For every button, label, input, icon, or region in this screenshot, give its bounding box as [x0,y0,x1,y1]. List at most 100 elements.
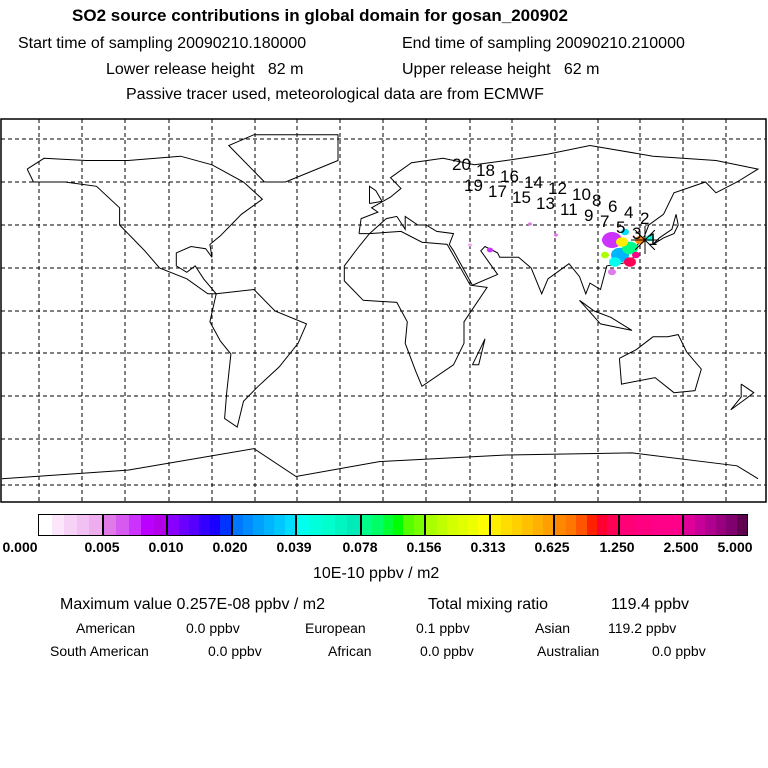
colorbar-segment [490,515,556,535]
colorbar-color-step [555,515,566,535]
colorbar-color-step [128,515,142,535]
concentration-plume [468,222,654,276]
colorbar-color-step [403,515,414,535]
colorbar [38,514,748,536]
plume-cell [487,247,493,253]
plume-cell [621,228,629,236]
colorbar-segment [39,515,104,535]
colorbar-color-step [116,515,129,535]
map-frame [0,118,767,503]
coastline-africa [343,230,488,388]
colorbar-tick-label: 0.625 [534,539,570,555]
plume-cell [616,237,628,247]
colorbar-color-step [232,515,244,535]
trajectory-label: 16 [500,167,519,186]
colorbar-color-step [715,515,727,535]
trajectory-label: 8 [592,191,601,210]
region-name: Asian [535,620,571,636]
colorbar-color-step [361,515,373,535]
plume-cell [601,251,609,259]
colorbar-color-step [309,515,323,535]
colorbar-color-step [153,515,167,535]
star-ray [634,229,646,241]
colorbar-color-step [274,515,285,535]
colorbar-color-step [447,515,458,535]
colorbar-color-step [576,515,587,535]
colorbar-color-step [694,515,706,535]
region-value: 0.0 ppbv [186,620,240,636]
colorbar-color-step [253,515,264,535]
start-time: Start time of sampling 20090210.180000 [18,35,307,52]
trajectory-label: 10 [572,185,591,204]
region-name: European [305,620,366,636]
colorbar-color-step [64,515,77,535]
colorbar-segment [297,515,362,535]
colorbar-tick-label: 0.078 [342,539,378,555]
colorbar-color-step [334,515,348,535]
trajectory-label: 11 [560,200,578,219]
coastline-indonesia [579,299,633,331]
colorbar-color-step [413,515,425,535]
colorbar-color-step [89,515,102,535]
plume-cell [528,222,532,226]
plume-cell [468,243,472,247]
colorbar-color-step [178,515,189,535]
plume-cell [609,257,621,267]
coastlines [1,134,760,480]
coastline-madagascar [471,338,486,366]
colorbar-color-step [263,515,275,535]
colorbar-color-step [457,515,468,535]
colorbar-color-step [542,515,554,535]
total-mixing-value: 119.4 ppbv [611,596,689,613]
colorbar-color-step [467,515,479,535]
colorbar-color-step [511,515,523,535]
coastline-australia [618,334,702,394]
trajectory-label: 12 [548,179,567,198]
star-ray [644,229,656,241]
region-name: African [328,643,372,659]
colorbar-color-step [284,515,296,535]
colorbar-color-step [51,515,65,535]
colorbar-tick-label: 0.000 [2,539,38,555]
colorbar-color-step [297,515,310,535]
colorbar-color-step [726,515,737,535]
region-value: 119.2 ppbv [608,620,677,636]
colorbar-tick-label: 5.000 [717,539,753,555]
region-value: 0.1 ppbv [416,620,470,636]
star-ray [634,239,646,251]
colorbar-unit: 10E-10 ppbv / m2 [313,565,440,582]
colorbar-tick-label: 0.010 [148,539,184,555]
plot-title: SO2 source contributions in global domai… [72,6,568,25]
coastline-eurasia [358,144,760,296]
trajectory-label: 7 [600,212,609,231]
colorbar-color-step [382,515,393,535]
region-value: 0.0 ppbv [208,643,262,659]
plume-cell [632,251,640,259]
coastline-japan [652,214,679,245]
trajectory-label: 4 [624,203,633,222]
total-mixing-label: Total mixing ratio [428,596,549,613]
lower-release-height: Lower release height 82 m [106,61,304,78]
trajectory-label: 15 [512,188,531,207]
colorbar-color-step [188,515,200,535]
trajectory-label: 2 [640,209,649,228]
colorbar-color-step [684,515,695,535]
colorbar-color-step [607,515,618,535]
colorbar-tick-label: 0.039 [276,539,312,555]
colorbar-color-step [220,515,231,535]
colorbar-color-step [490,515,502,535]
colorbar-color-step [651,515,667,535]
colorbar-tick-label: 0.020 [212,539,248,555]
graticule [1,119,766,502]
coastline-south-america [209,288,308,428]
colorbar-color-step [586,515,598,535]
region-name: South American [50,643,149,659]
colorbar-color-step [635,515,652,535]
colorbar-tick-label: 0.005 [84,539,120,555]
coastline-antarctica [1,448,759,480]
colorbar-segment [555,515,620,535]
plume-cell [554,233,558,237]
trajectory-label: 17 [488,182,507,201]
